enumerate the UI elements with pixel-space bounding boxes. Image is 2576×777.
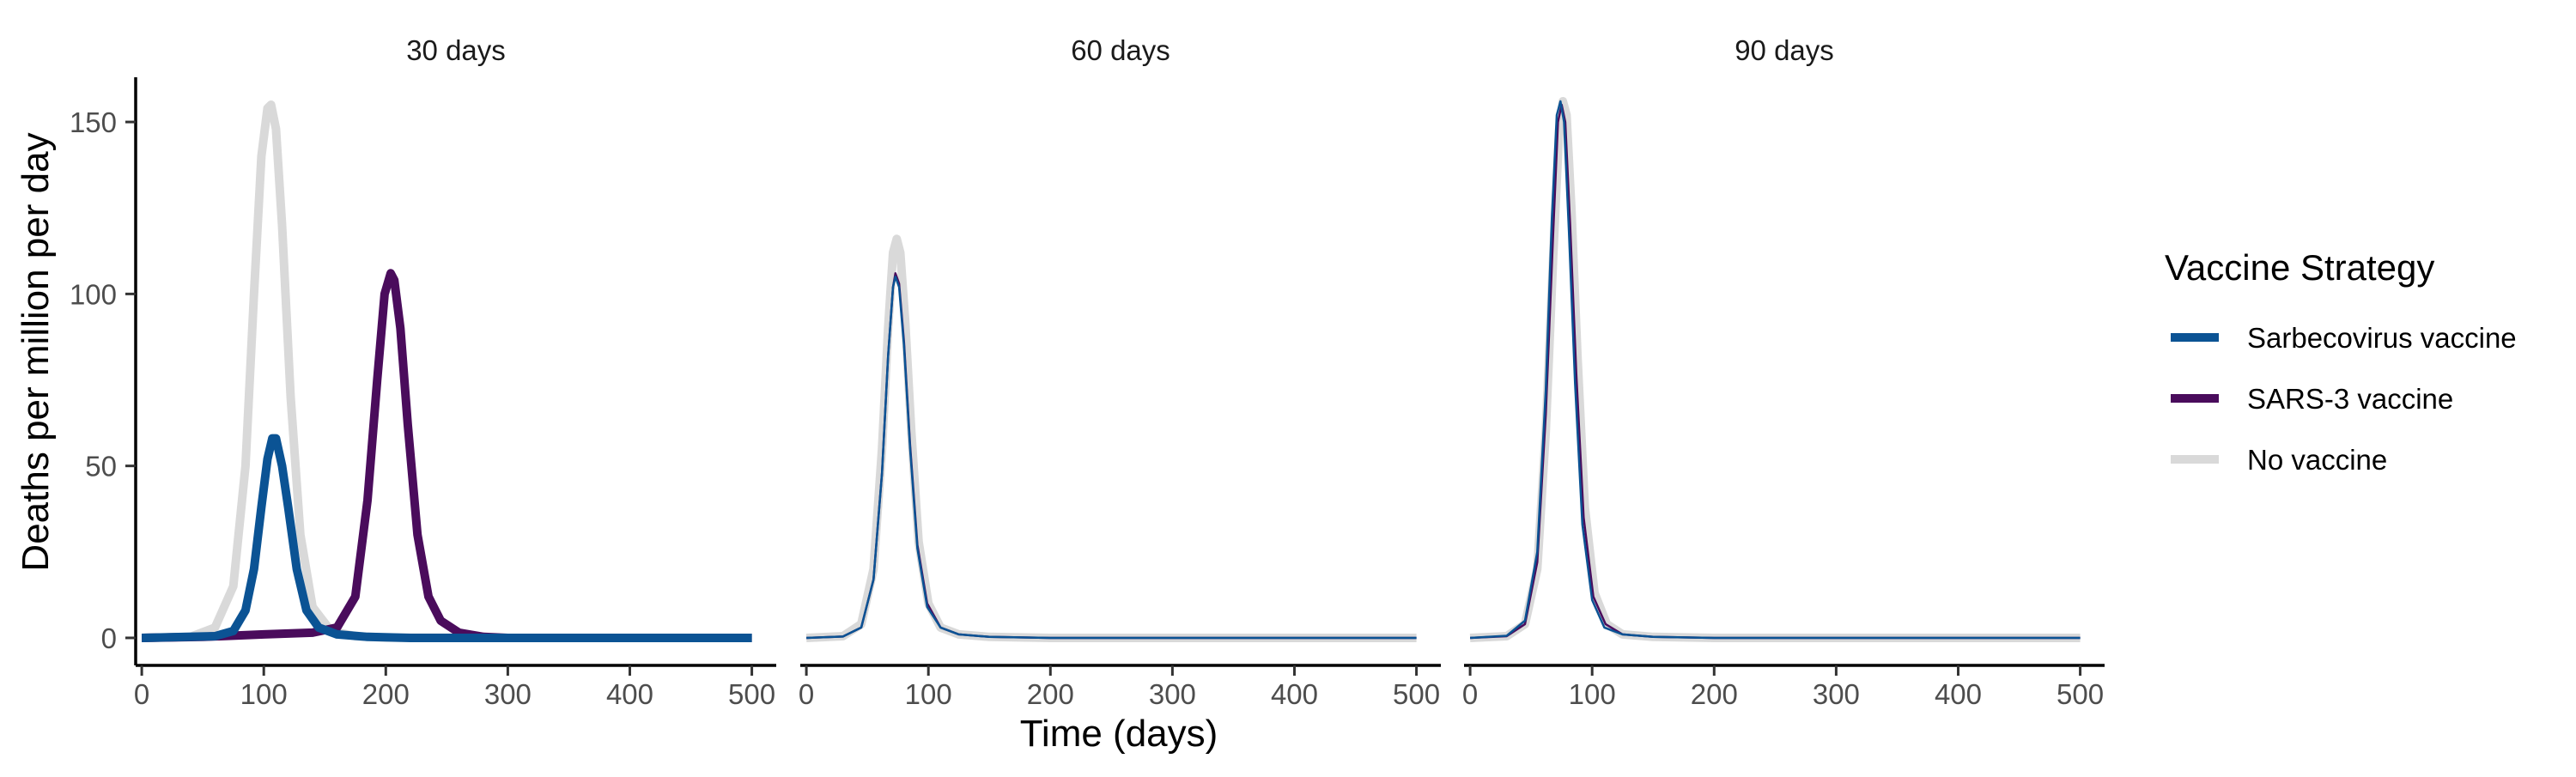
x-tick-label: 400 [1271, 678, 1318, 710]
legend-item: No vaccine [2171, 444, 2387, 476]
legend-label: Sarbecovirus vaccine [2247, 322, 2517, 354]
x-tick-label: 100 [240, 678, 288, 710]
x-tick-label: 300 [1813, 678, 1860, 710]
y-axis-title: Deaths per million per day [15, 132, 57, 571]
x-tick-label: 400 [1935, 678, 1982, 710]
x-tick-label: 100 [905, 678, 952, 710]
x-tick-label: 300 [1149, 678, 1196, 710]
y-tick-label: 150 [70, 106, 117, 138]
panel-2: 60 days 0 100 200 300 400 500 [799, 34, 1441, 710]
x-tick-label: 300 [484, 678, 532, 710]
x-tick-label: 500 [2057, 678, 2104, 710]
legend: Vaccine Strategy Sarbecovirus vaccine SAR… [2165, 247, 2517, 476]
x-tick-label: 200 [1691, 678, 1738, 710]
series-line-sarbecovirus-vaccine [1470, 100, 2081, 640]
panel-title: 60 days [1071, 34, 1170, 66]
y-tick-label: 0 [101, 622, 117, 654]
legend-label: No vaccine [2247, 444, 2387, 476]
legend-title: Vaccine Strategy [2165, 247, 2434, 288]
x-tick-label: 100 [1569, 678, 1616, 710]
x-axis-title: Time (days) [1020, 713, 1218, 755]
panels-layer: 30 days 0 100 200 300 400 500 0 50 100 150 60 days 0… [70, 34, 2105, 710]
x-tick-label: 500 [728, 678, 775, 710]
x-tick-label: 0 [799, 678, 814, 710]
series-line-no-vaccine [1469, 97, 2081, 642]
panel-title: 30 days [406, 34, 506, 66]
panel-1: 30 days 0 100 200 300 400 500 0 50 100 150 [70, 34, 776, 710]
x-tick-label: 400 [606, 678, 653, 710]
y-tick-label: 50 [85, 451, 117, 483]
series-line-sarbecovirus-vaccine [806, 276, 1417, 640]
legend-item: SARS-3 vaccine [2171, 383, 2453, 415]
panel-3: 90 days 0 100 200 300 400 500 [1462, 34, 2105, 710]
series-line-no-vaccine [805, 234, 1417, 642]
panel-title: 90 days [1735, 34, 1834, 66]
legend-label: SARS-3 vaccine [2247, 383, 2453, 415]
x-tick-label: 0 [1462, 678, 1478, 710]
x-tick-label: 0 [134, 678, 149, 710]
series-line-sars-3-vaccine [806, 272, 1417, 640]
legend-item: Sarbecovirus vaccine [2171, 322, 2517, 354]
x-tick-label: 200 [1027, 678, 1074, 710]
series-line-sarbecovirus-vaccine [141, 434, 752, 642]
series-line-no-vaccine [141, 100, 752, 642]
series-line-sars-3-vaccine [1470, 103, 2081, 640]
x-tick-label: 200 [362, 678, 410, 710]
y-tick-label: 100 [70, 278, 117, 310]
x-tick-label: 500 [1393, 678, 1440, 710]
